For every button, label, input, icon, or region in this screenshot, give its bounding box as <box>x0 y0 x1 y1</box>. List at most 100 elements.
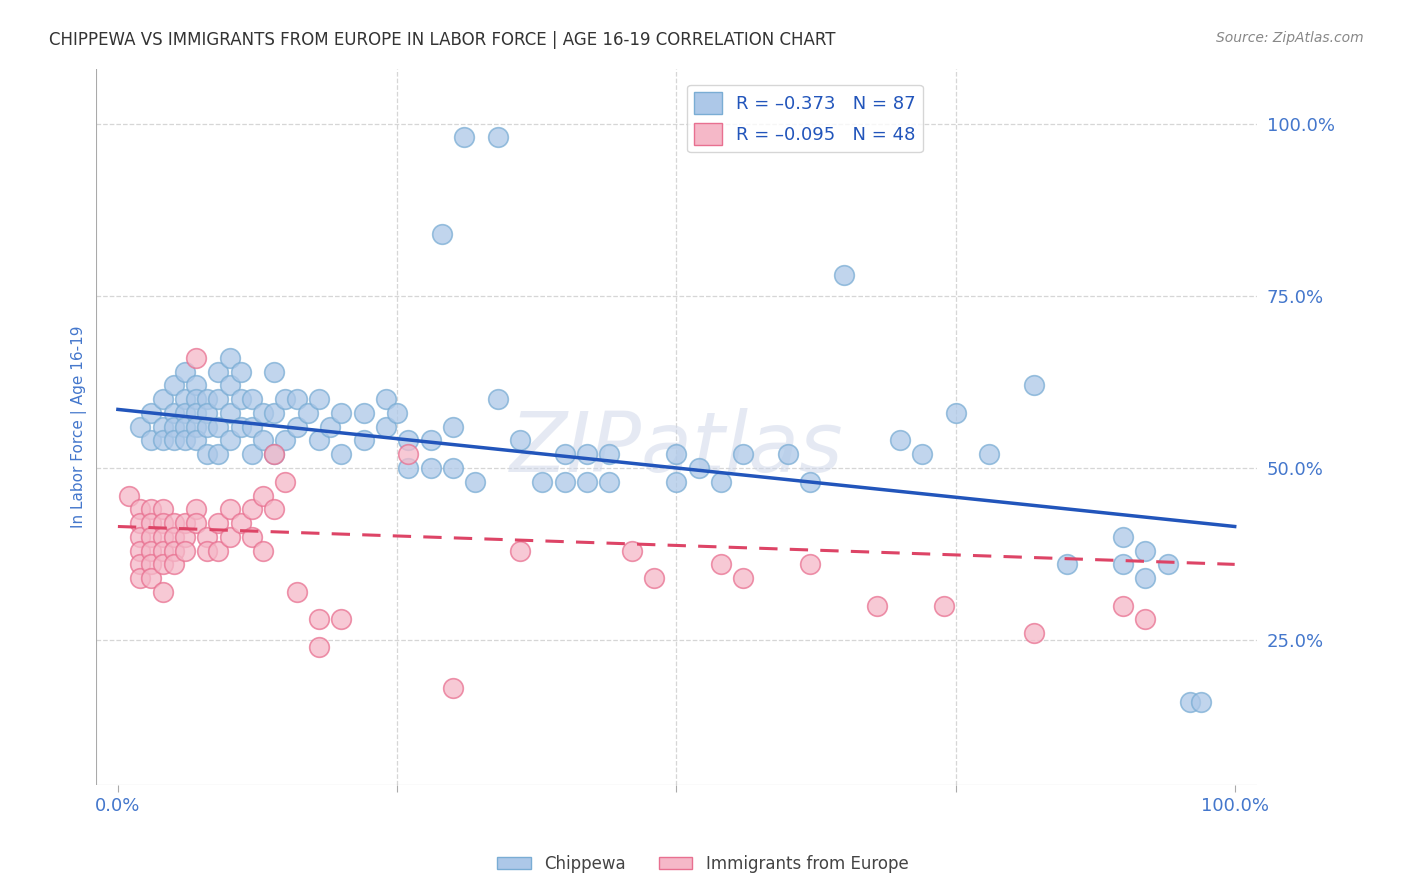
Point <box>554 475 576 489</box>
Point <box>710 475 733 489</box>
Point <box>464 475 486 489</box>
Point <box>229 365 252 379</box>
Point <box>453 130 475 145</box>
Point <box>129 543 152 558</box>
Point <box>396 434 419 448</box>
Point <box>207 543 229 558</box>
Point <box>174 365 197 379</box>
Point <box>184 434 207 448</box>
Point <box>240 502 263 516</box>
Point <box>1178 695 1201 709</box>
Point <box>184 502 207 516</box>
Point <box>207 447 229 461</box>
Point <box>218 406 240 420</box>
Point <box>218 351 240 365</box>
Point <box>1112 530 1135 544</box>
Point <box>141 502 163 516</box>
Point <box>419 434 441 448</box>
Point <box>174 434 197 448</box>
Point <box>509 434 531 448</box>
Point <box>308 640 330 654</box>
Point <box>945 406 967 420</box>
Point <box>319 419 342 434</box>
Point <box>1135 571 1157 585</box>
Point <box>184 378 207 392</box>
Point <box>152 419 174 434</box>
Text: CHIPPEWA VS IMMIGRANTS FROM EUROPE IN LABOR FORCE | AGE 16-19 CORRELATION CHART: CHIPPEWA VS IMMIGRANTS FROM EUROPE IN LA… <box>49 31 835 49</box>
Point <box>240 392 263 406</box>
Point <box>141 516 163 530</box>
Point <box>207 392 229 406</box>
Point <box>509 543 531 558</box>
Point <box>733 571 755 585</box>
Point <box>1056 558 1078 572</box>
Point <box>163 406 186 420</box>
Point <box>263 447 285 461</box>
Point <box>152 543 174 558</box>
Point <box>129 502 152 516</box>
Point <box>141 558 163 572</box>
Point <box>195 543 218 558</box>
Point <box>353 434 375 448</box>
Point <box>163 419 186 434</box>
Point <box>141 530 163 544</box>
Point <box>252 434 274 448</box>
Point <box>184 392 207 406</box>
Point <box>207 365 229 379</box>
Point <box>163 434 186 448</box>
Point <box>1112 558 1135 572</box>
Point <box>285 419 308 434</box>
Point <box>163 378 186 392</box>
Point <box>174 530 197 544</box>
Point <box>330 447 353 461</box>
Point <box>441 681 464 696</box>
Point <box>396 461 419 475</box>
Point <box>229 419 252 434</box>
Point <box>385 406 408 420</box>
Point <box>229 516 252 530</box>
Point <box>274 392 297 406</box>
Point <box>688 461 710 475</box>
Point <box>207 516 229 530</box>
Point <box>141 543 163 558</box>
Point <box>152 502 174 516</box>
Point <box>1022 378 1045 392</box>
Point <box>1189 695 1212 709</box>
Point <box>252 488 274 502</box>
Point <box>308 392 330 406</box>
Point <box>129 516 152 530</box>
Point <box>184 516 207 530</box>
Legend: R = –0.373   N = 87, R = –0.095   N = 48: R = –0.373 N = 87, R = –0.095 N = 48 <box>688 85 922 153</box>
Point <box>141 434 163 448</box>
Point <box>1135 612 1157 626</box>
Point <box>152 585 174 599</box>
Point <box>776 447 799 461</box>
Point <box>486 130 509 145</box>
Point <box>129 571 152 585</box>
Point <box>1135 543 1157 558</box>
Point <box>129 419 152 434</box>
Legend: Chippewa, Immigrants from Europe: Chippewa, Immigrants from Europe <box>491 848 915 880</box>
Point <box>263 406 285 420</box>
Point <box>263 447 285 461</box>
Point <box>441 419 464 434</box>
Point <box>274 434 297 448</box>
Point <box>152 392 174 406</box>
Point <box>129 558 152 572</box>
Point <box>353 406 375 420</box>
Point <box>118 488 141 502</box>
Point <box>1022 626 1045 640</box>
Point <box>285 585 308 599</box>
Point <box>218 530 240 544</box>
Point <box>163 558 186 572</box>
Point <box>308 612 330 626</box>
Y-axis label: In Labor Force | Age 16-19: In Labor Force | Age 16-19 <box>72 326 87 528</box>
Point <box>141 406 163 420</box>
Point <box>598 447 620 461</box>
Point <box>195 447 218 461</box>
Point <box>184 351 207 365</box>
Point <box>174 392 197 406</box>
Point <box>889 434 911 448</box>
Point <box>1157 558 1180 572</box>
Point <box>129 530 152 544</box>
